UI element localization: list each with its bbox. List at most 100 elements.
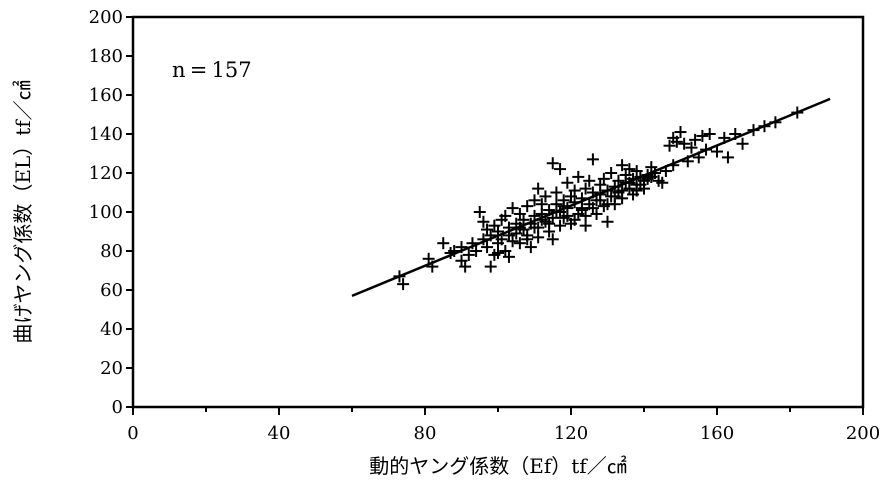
data-point (634, 178, 647, 191)
data-point (747, 124, 760, 137)
y-tick-label: 120 (89, 163, 123, 184)
y-axis-label: 曲げヤング係数（EL）tf／㎠ (11, 80, 35, 343)
data-point (513, 237, 526, 250)
data-point (477, 233, 490, 246)
y-tick-label: 100 (89, 202, 123, 223)
data-point (397, 278, 410, 291)
data-point (470, 245, 483, 257)
y-tick-label: 40 (100, 319, 123, 340)
data-point (663, 139, 676, 152)
data-point (502, 221, 515, 234)
data-point (616, 159, 629, 172)
data-point (674, 126, 687, 139)
y-tick-label: 80 (100, 241, 123, 262)
y-tick-label: 140 (89, 124, 123, 145)
data-point (466, 237, 479, 250)
data-point (659, 165, 672, 178)
data-point (667, 159, 680, 172)
data-point (648, 167, 661, 179)
data-point (444, 246, 457, 259)
data-point (550, 186, 563, 199)
data-point (543, 217, 556, 230)
data-point (670, 135, 683, 148)
data-point (758, 120, 771, 133)
data-point (729, 128, 742, 140)
data-point (605, 167, 618, 179)
data-point (568, 196, 581, 209)
data-point (437, 237, 450, 250)
data-point (459, 260, 472, 273)
data-point (477, 215, 490, 228)
regression-line (351, 97, 831, 298)
data-point (550, 206, 563, 218)
y-tick-label: 180 (89, 46, 123, 67)
data-point (736, 137, 749, 150)
data-point (769, 116, 782, 129)
data-point (597, 172, 610, 185)
data-point (568, 184, 581, 197)
data-point (623, 176, 636, 189)
x-tick-label: 200 (846, 423, 880, 444)
data-point (689, 133, 702, 146)
data-point (484, 260, 497, 273)
data-point (513, 221, 526, 234)
data-point (561, 209, 574, 222)
data-point (586, 186, 599, 199)
data-point (586, 153, 599, 166)
data-point (517, 213, 530, 226)
data-point (543, 204, 556, 217)
data-point (594, 194, 607, 207)
data-point (462, 248, 475, 261)
data-point (601, 198, 614, 211)
data-point (393, 270, 406, 283)
data-point (685, 141, 698, 154)
x-tick-label: 80 (414, 423, 437, 444)
x-tick-label: 160 (700, 423, 734, 444)
data-point (524, 241, 537, 254)
data-point (616, 184, 629, 197)
data-point (532, 231, 545, 244)
data-point (528, 194, 541, 207)
data-point (696, 129, 709, 142)
data-point (608, 190, 621, 203)
data-point (681, 155, 694, 168)
data-point (601, 215, 614, 228)
data-point (499, 209, 512, 222)
data-point (678, 137, 691, 150)
data-point (521, 233, 534, 246)
y-tick-label: 20 (100, 358, 123, 379)
y-tick-label: 200 (89, 7, 123, 28)
data-point (568, 213, 581, 226)
data-point (502, 250, 515, 263)
data-point (521, 200, 534, 213)
data-point (572, 170, 585, 183)
data-point (623, 163, 636, 176)
data-point (426, 260, 439, 273)
data-point (718, 131, 731, 144)
data-point (535, 213, 548, 226)
data-point (422, 252, 435, 265)
data-point (473, 206, 486, 218)
x-tick-label: 0 (127, 423, 138, 444)
data-point (721, 151, 734, 164)
data-point (586, 202, 599, 215)
data-point (612, 174, 625, 187)
data-point (546, 233, 559, 246)
data-point (561, 176, 574, 189)
data-point (557, 200, 570, 213)
data-point (492, 225, 504, 238)
data-point (579, 182, 592, 195)
data-point (484, 229, 497, 242)
data-point (481, 241, 494, 254)
data-point (554, 219, 567, 232)
data-point (495, 233, 508, 246)
x-tick-label: 40 (268, 423, 291, 444)
data-point (703, 128, 716, 140)
data-point (492, 246, 504, 259)
data-point (641, 172, 654, 185)
data-point (554, 163, 567, 176)
data-points (393, 106, 804, 291)
data-point (711, 145, 723, 158)
